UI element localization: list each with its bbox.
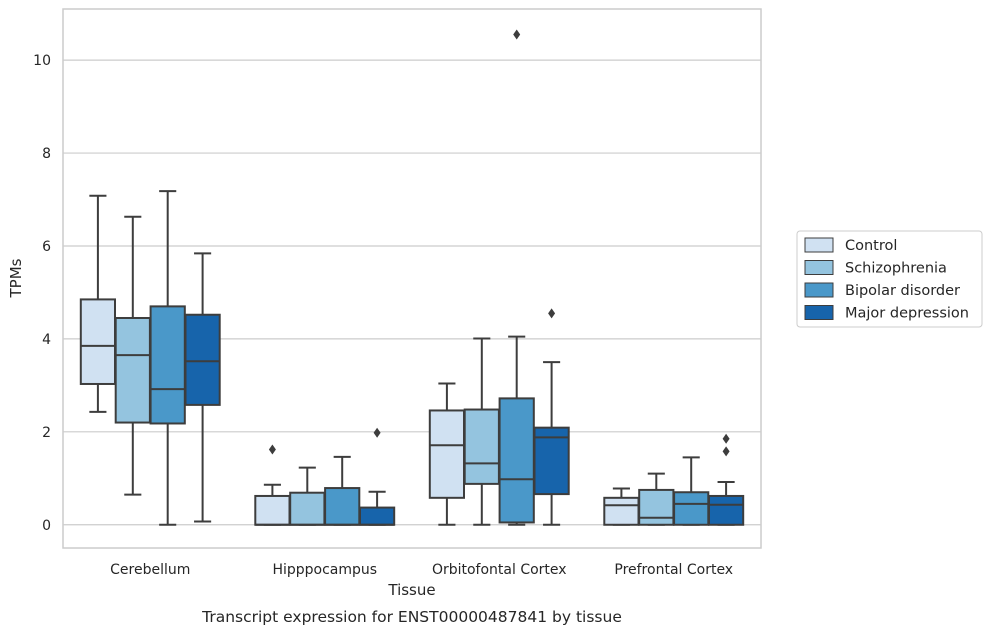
box-iqr: [149, 305, 186, 425]
box-schizophrenia: [638, 472, 675, 526]
box-iqr: [463, 408, 500, 485]
legend-frame: [796, 230, 983, 328]
box-bipolar-disorder: [324, 455, 361, 526]
box-schizophrenia: [114, 215, 151, 496]
box-schizophrenia: [289, 466, 326, 526]
box-iqr: [428, 409, 466, 499]
outlier-marker: [513, 29, 521, 40]
legend-label: Schizophrenia: [845, 261, 947, 277]
boxes: [79, 29, 745, 526]
box-iqr: [533, 426, 570, 496]
chart-caption: Transcript expression for ENST0000048784…: [201, 608, 622, 626]
box-iqr: [79, 298, 117, 385]
box-major-depression: [533, 308, 570, 526]
legend-swatch: [804, 237, 834, 253]
legend-swatch: [804, 260, 834, 275]
box-iqr: [498, 397, 535, 524]
y-tick-label: 10: [33, 53, 51, 69]
legend-swatch: [804, 282, 834, 298]
box-iqr: [603, 496, 640, 526]
box-iqr: [324, 487, 361, 526]
x-tick-label: Orbitofontal Cortex: [432, 562, 567, 578]
x-tick-label: Hipppocampus: [272, 562, 377, 578]
legend-swatch: [804, 305, 834, 320]
box-bipolar-disorder: [673, 456, 710, 526]
x-tick-label: Prefrontal Cortex: [614, 562, 733, 578]
x-axis-label: Tissue: [387, 581, 435, 599]
box-major-depression: [707, 433, 745, 526]
box-schizophrenia: [463, 337, 500, 526]
y-axis-label: TPMs: [7, 258, 25, 298]
box-iqr: [114, 316, 151, 424]
box-iqr: [358, 506, 396, 526]
legend-label: Major depression: [845, 306, 969, 322]
y-tick-label: 4: [42, 332, 51, 348]
y-tick-labels: 0 2 4 6 8 10: [33, 53, 51, 534]
outlier-marker: [548, 308, 556, 319]
box-control: [254, 444, 291, 526]
box-control: [428, 382, 466, 526]
outlier-marker: [373, 427, 381, 438]
x-tick-label: Cerebellum: [110, 562, 190, 578]
y-tick-label: 8: [42, 146, 51, 162]
outlier-marker: [722, 433, 730, 444]
y-tick-label: 2: [42, 425, 51, 441]
box-major-depression: [184, 252, 221, 523]
box-control: [79, 194, 117, 413]
box-iqr: [673, 491, 710, 526]
plot-frame: [62, 8, 762, 549]
outlier-marker: [268, 444, 276, 455]
legend-label: Control: [845, 238, 897, 254]
y-tick-label: 6: [42, 239, 51, 255]
box-bipolar-disorder: [498, 29, 535, 526]
box-iqr: [638, 488, 675, 526]
legend-label: Bipolar disorder: [845, 283, 960, 299]
y-tick-label: 0: [42, 518, 51, 534]
box-major-depression: [358, 427, 396, 526]
box-iqr: [707, 494, 745, 526]
box-control: [603, 487, 640, 526]
box-iqr: [289, 491, 326, 526]
box-bipolar-disorder: [149, 190, 186, 526]
outlier-marker: [722, 446, 730, 457]
box-iqr: [254, 494, 291, 526]
x-tick-labels: Cerebellum Hipppocampus Orbitofontal Corte…: [110, 562, 733, 578]
legend: Control Schizophrenia Bipolar disorder Majo…: [796, 230, 983, 328]
box-iqr: [184, 313, 221, 406]
